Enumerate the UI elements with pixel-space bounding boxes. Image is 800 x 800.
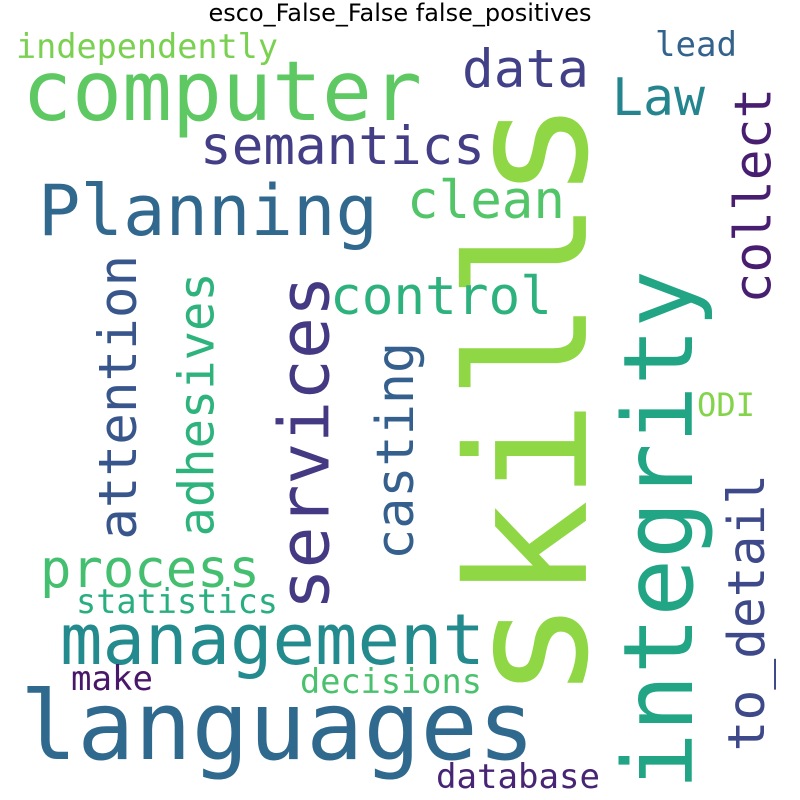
cloud-word: decisions xyxy=(300,662,482,702)
cloud-word: clean xyxy=(407,169,565,231)
cloud-word: semantics xyxy=(200,115,485,177)
cloud-word: attention xyxy=(88,255,150,540)
cloud-word: lead xyxy=(655,24,737,65)
cloud-word: to_detail xyxy=(717,474,778,752)
cloud-word: management xyxy=(60,597,485,681)
cloud-word: collect xyxy=(723,88,784,304)
cloud-word: database xyxy=(436,756,600,797)
cloud-word: ODI xyxy=(697,385,755,424)
cloud-word: statistics xyxy=(76,582,278,622)
cloud-word: process xyxy=(40,539,260,600)
cloud-word: languages xyxy=(20,671,535,782)
cloud-word: integrity xyxy=(603,270,716,790)
cloud-word: control xyxy=(330,265,552,327)
cloud-word: Planning xyxy=(38,168,378,252)
cloud-word: computer xyxy=(22,43,422,141)
cloud-word: casting xyxy=(366,342,427,560)
figure-title: esco_False_False false_positives xyxy=(208,0,592,27)
cloud-word: independently xyxy=(16,27,278,67)
cloud-word: Law xyxy=(612,68,705,129)
cloud-word: adhesives xyxy=(168,272,226,537)
cloud-word: data xyxy=(462,38,589,100)
cloud-word: make xyxy=(71,658,153,699)
